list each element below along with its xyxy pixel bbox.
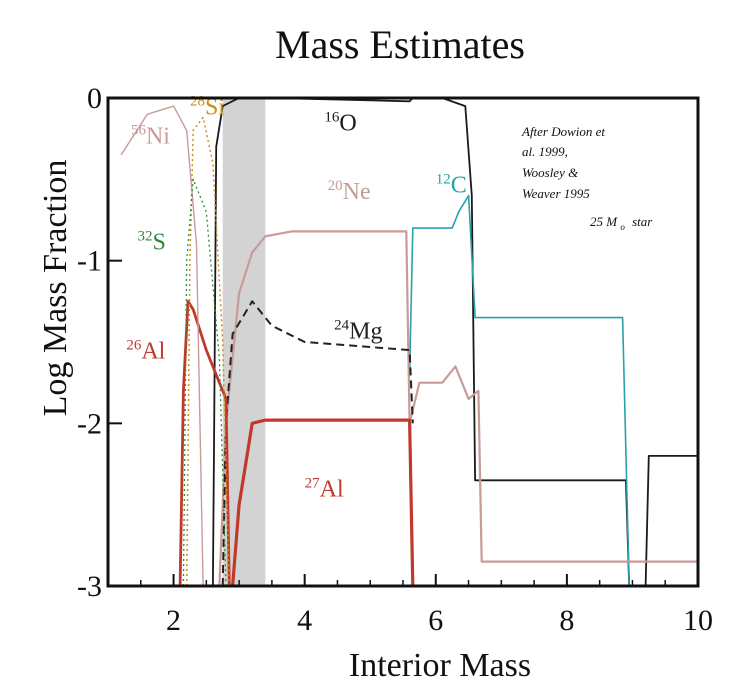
series-line-27al: [231, 418, 415, 587]
element-symbol: Al: [320, 477, 344, 503]
series-label-26al: 26Al: [126, 337, 165, 364]
star-mass-label: 25 M o star: [590, 214, 653, 233]
series-label-12c: 12C: [436, 171, 467, 198]
reference-line-1: After Dowion et: [521, 124, 605, 139]
series-line-24mg: [221, 300, 414, 587]
y-tick-label: 0: [87, 82, 102, 115]
series-line-12c: [408, 194, 630, 587]
y-axis-label: Log Mass Fraction: [37, 160, 74, 417]
mass-number: 56: [131, 123, 147, 139]
series-line-56ni: [120, 105, 204, 587]
y-tick-label: -2: [77, 407, 102, 440]
x-tick-label: 8: [559, 604, 574, 637]
star-word: star: [632, 214, 653, 229]
element-symbol: Mg: [349, 319, 382, 345]
reference-line-3: Woosley &: [522, 165, 579, 180]
x-tick-label: 4: [297, 604, 312, 637]
y-tick-label: -3: [77, 570, 102, 603]
reference-line-2: al. 1999,: [522, 144, 568, 159]
x-tick-label: 6: [428, 604, 443, 637]
shaded-region: [222, 98, 266, 586]
x-axis-label: Interior Mass: [349, 647, 531, 684]
series-label-20ne: 20Ne: [328, 178, 371, 205]
element-symbol: C: [451, 172, 467, 198]
series-label-16o: 16O: [324, 110, 356, 137]
series-line-28si: [185, 116, 231, 587]
element-symbol: O: [339, 111, 356, 137]
x-tick-label: 10: [683, 604, 713, 637]
series-label-27al: 27Al: [305, 476, 344, 503]
element-symbol: Si: [205, 94, 225, 120]
star-mass-unit: M: [605, 214, 618, 229]
element-symbol: Al: [141, 338, 165, 364]
series-label-56ni: 56Ni: [131, 123, 170, 150]
mass-number: 24: [334, 318, 350, 334]
chart-title: Mass Estimates: [275, 22, 525, 67]
mass-number: 27: [305, 476, 321, 492]
series-label-32s: 32S: [138, 228, 166, 255]
plot-frame: [106, 96, 700, 588]
mass-number: 32: [138, 228, 153, 244]
element-symbol: Ne: [343, 179, 371, 205]
star-mass-value: 25: [590, 214, 604, 229]
series-line-16o: [212, 97, 698, 587]
mass-number: 20: [328, 178, 343, 194]
series-label-24mg: 24Mg: [334, 318, 382, 345]
mass-number: 16: [324, 110, 340, 126]
y-tick-label: -1: [77, 245, 102, 278]
series-line-32s: [182, 178, 227, 587]
mass-number: 12: [436, 171, 451, 187]
mass-number: 28: [190, 93, 205, 109]
element-symbol: Ni: [146, 124, 170, 150]
mass-number: 26: [126, 337, 142, 353]
star-mass-sub: o: [620, 222, 625, 232]
series-line-20ne: [218, 230, 698, 587]
element-symbol: S: [153, 229, 166, 255]
reference-note: After Dowion et al. 1999, Woosley & Weav…: [521, 124, 653, 233]
reference-line-4: Weaver 1995: [522, 186, 590, 201]
x-tick-label: 2: [166, 604, 181, 637]
